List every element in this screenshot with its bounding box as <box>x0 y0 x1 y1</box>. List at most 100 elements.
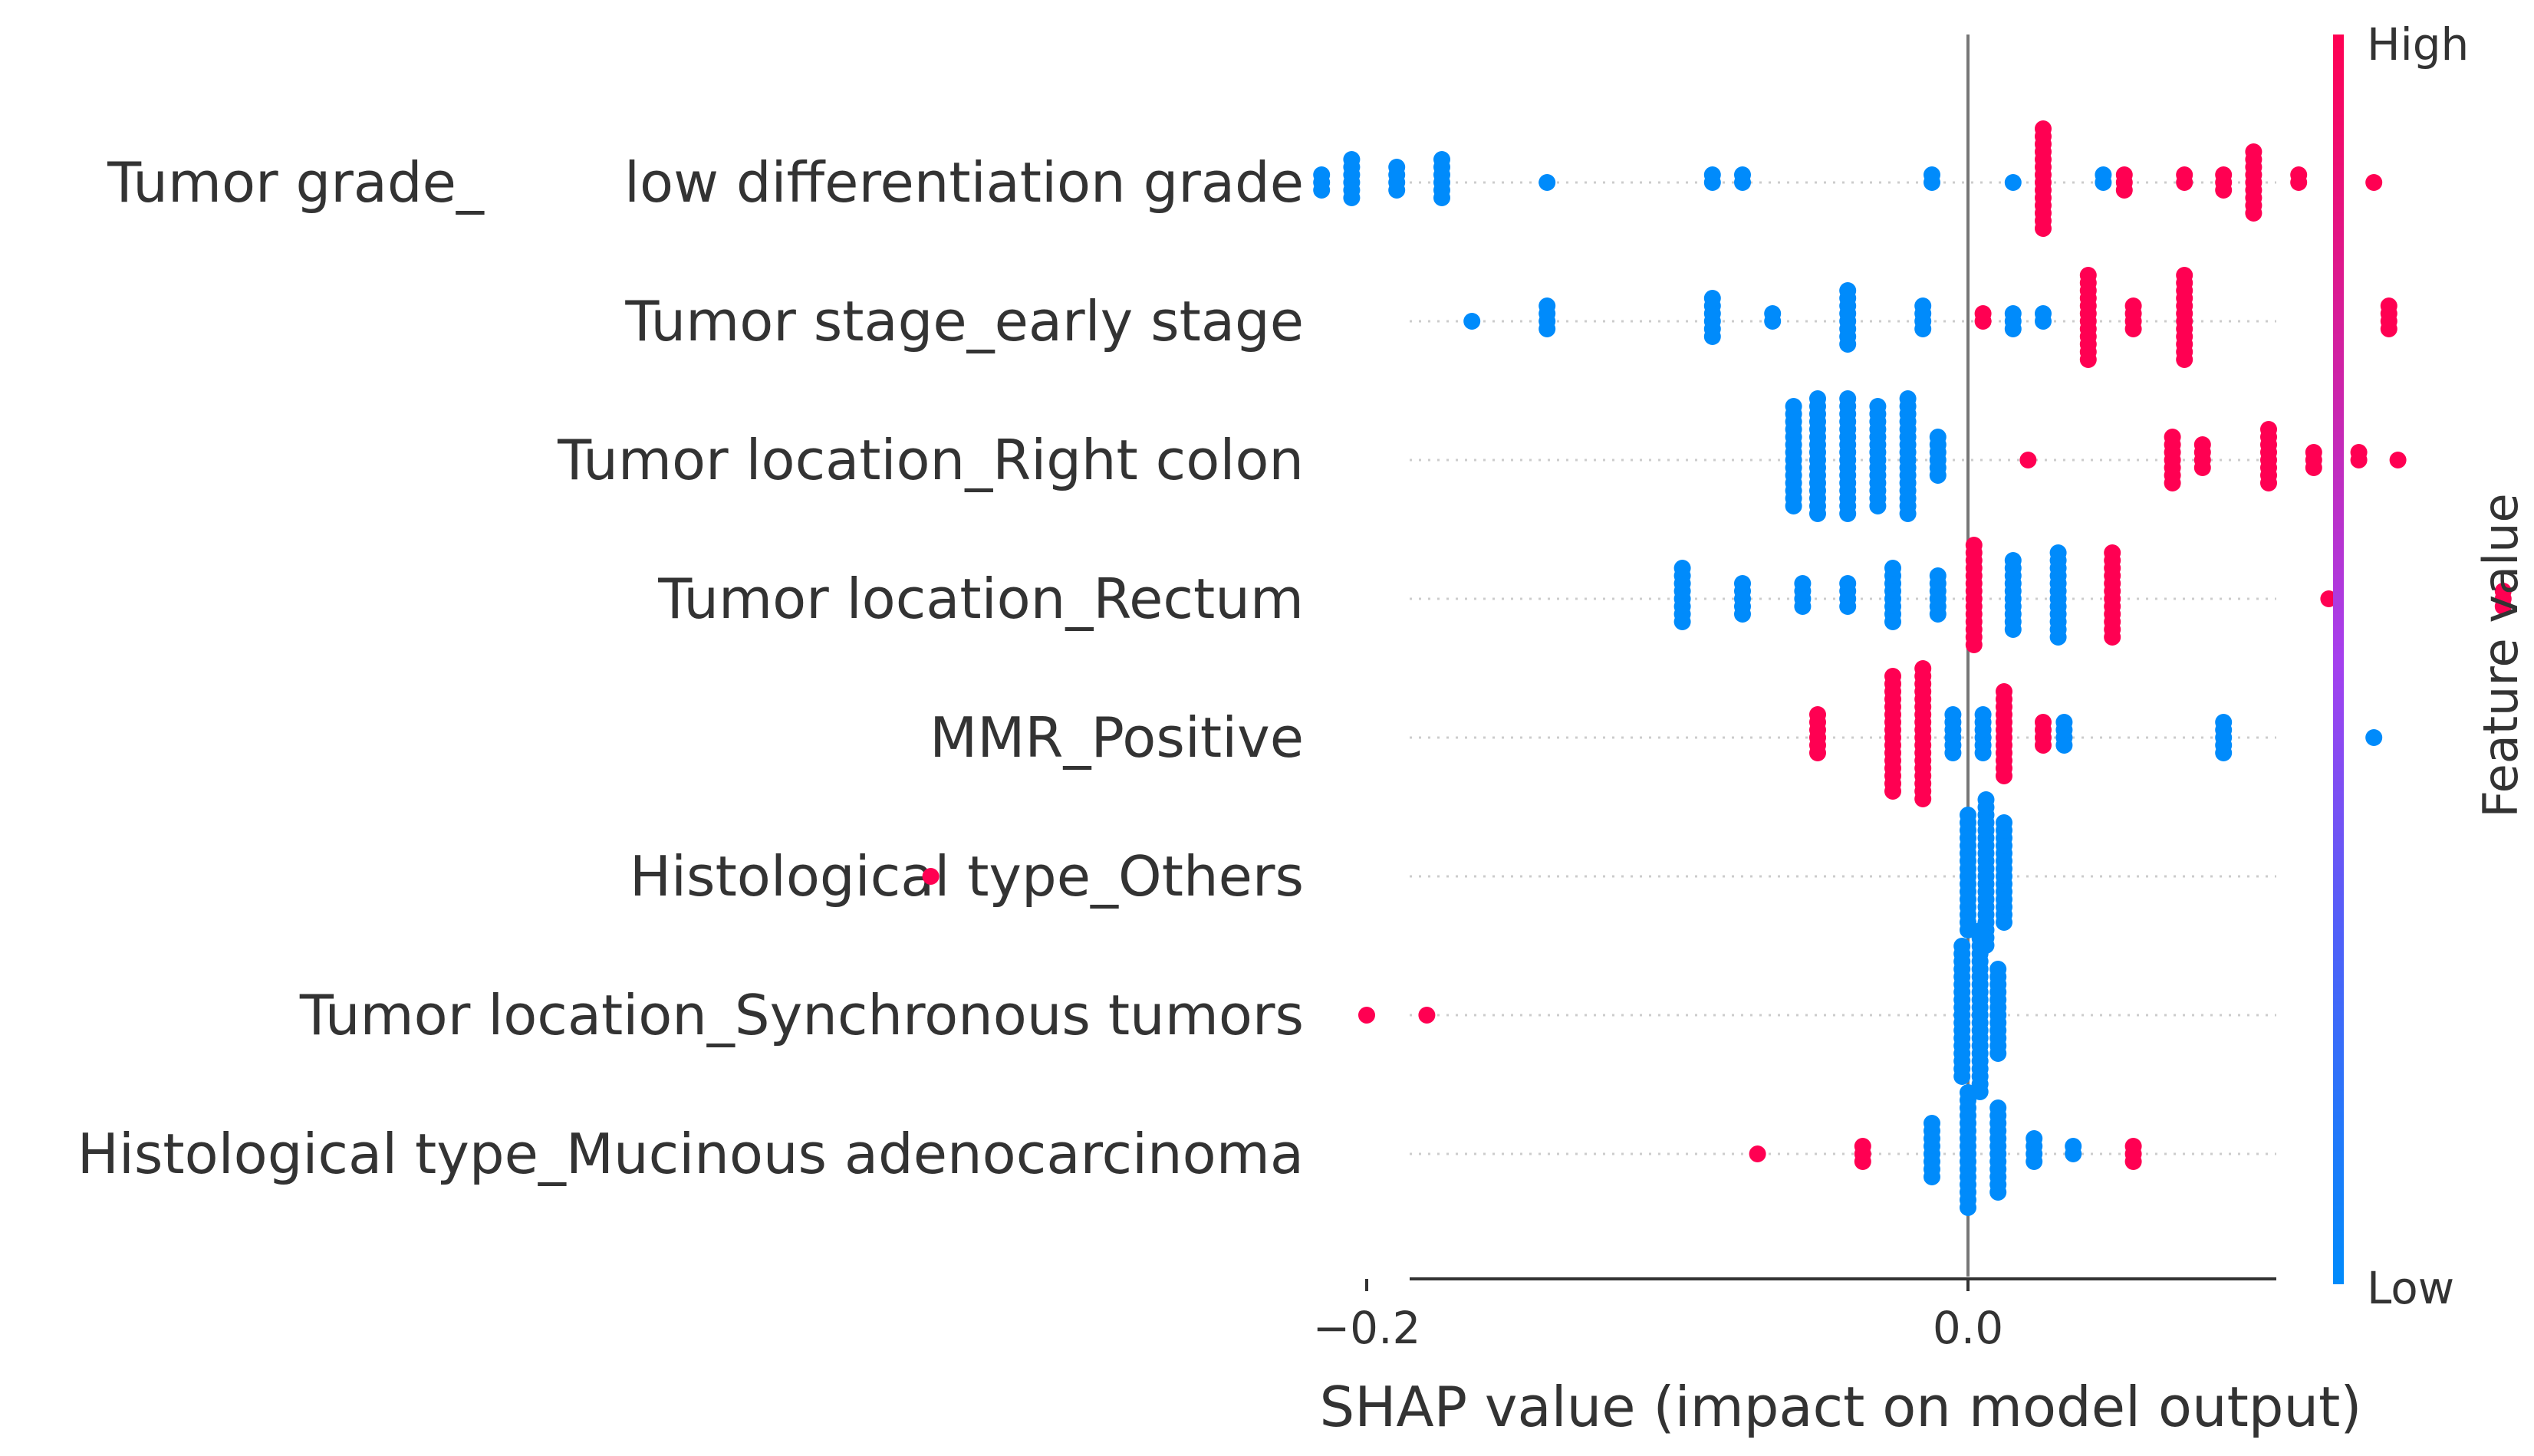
data-point <box>1899 390 1917 407</box>
data-point <box>2104 629 2121 646</box>
data-point <box>2124 297 2142 314</box>
data-point <box>2245 205 2262 222</box>
data-point <box>1944 706 1962 723</box>
data-point <box>1996 683 2012 700</box>
data-point <box>1785 498 1802 514</box>
data-point <box>2260 475 2277 491</box>
data-point <box>1749 1145 1766 1162</box>
data-point <box>2365 729 2383 746</box>
feature-label: Tumor location_Right colon <box>557 428 1304 492</box>
data-point <box>1538 297 1556 314</box>
data-point <box>1884 668 1901 685</box>
data-point <box>2019 452 2037 468</box>
data-point <box>1703 328 1721 345</box>
data-point <box>2079 351 2097 368</box>
data-point <box>1734 606 1751 623</box>
data-point <box>2176 351 2193 368</box>
data-point <box>2004 320 2022 337</box>
data-point <box>1960 1084 1976 1101</box>
data-point <box>2055 737 2073 754</box>
data-point <box>1996 914 2012 931</box>
data-point <box>1974 706 1992 723</box>
data-point <box>1785 398 1802 415</box>
feature-label: Tumor location_Synchronous tumors <box>299 983 1304 1047</box>
data-point <box>1809 706 1826 723</box>
data-point <box>1839 336 1857 353</box>
data-point <box>2115 182 2133 199</box>
data-point <box>1418 1007 1436 1024</box>
data-point <box>1884 560 1901 577</box>
data-point <box>1703 166 1721 183</box>
feature-label: Tumor grade_ low differentiation grade <box>107 150 1304 215</box>
data-point <box>1839 598 1857 615</box>
feature-label: Histological type_Others <box>630 844 1304 909</box>
feature-label: Tumor stage_early stage <box>624 289 1304 353</box>
data-point <box>2215 714 2233 731</box>
data-point <box>1971 922 1989 939</box>
data-point <box>2026 1130 2043 1147</box>
data-point <box>2124 320 2142 337</box>
data-point <box>1924 166 1940 183</box>
x-axis-ticks: −0.20.00.2 <box>1313 1279 2534 1354</box>
data-point <box>2035 737 2052 754</box>
data-point <box>1965 537 1983 554</box>
feature-label: MMR_Positive <box>930 705 1304 770</box>
data-point <box>1839 282 1857 299</box>
data-point <box>2494 598 2512 615</box>
data-point <box>1734 166 1751 183</box>
data-point <box>1839 575 1857 592</box>
data-point <box>1854 1153 1871 1170</box>
data-point <box>1989 961 2007 978</box>
data-point <box>2215 182 2233 199</box>
colorbar-high-label: High <box>2367 18 2469 71</box>
data-point <box>2115 166 2133 183</box>
data-point <box>1673 560 1691 577</box>
data-point <box>1839 505 1857 522</box>
data-point <box>2193 436 2211 453</box>
data-point <box>1794 598 1812 615</box>
feature-label: Tumor location_Rectum <box>657 567 1304 631</box>
data-point <box>1989 1099 2007 1116</box>
data-point <box>1794 575 1812 592</box>
data-point <box>1463 313 1481 330</box>
data-point <box>2389 452 2407 468</box>
data-point <box>2124 1153 2142 1170</box>
data-point <box>2035 714 2052 731</box>
data-point <box>2215 166 2233 183</box>
data-point <box>2055 714 2073 731</box>
data-point <box>1929 606 1947 623</box>
data-point <box>1538 174 1556 191</box>
data-point <box>1924 1115 1940 1132</box>
data-point <box>1953 1068 1971 1085</box>
data-point <box>2494 583 2512 600</box>
data-point <box>1974 744 1992 761</box>
data-point <box>1538 320 1556 337</box>
data-point <box>2193 459 2211 476</box>
data-point <box>2035 120 2052 137</box>
x-axis-title: SHAP value (impact on model output) <box>1320 1375 2362 1439</box>
data-point <box>2176 267 2193 284</box>
data-point <box>2026 1153 2043 1170</box>
data-point <box>2305 459 2322 476</box>
data-point <box>1388 159 1406 176</box>
colorbar-low-label: Low <box>2367 1262 2454 1314</box>
data-point <box>1734 575 1751 592</box>
data-point <box>1869 498 1887 514</box>
data-point <box>2035 220 2052 237</box>
x-tick-label: 0.0 <box>1933 1302 2003 1354</box>
data-point <box>1433 189 1450 206</box>
data-points <box>922 120 2512 1216</box>
x-tick-label: −0.2 <box>1313 1302 1421 1354</box>
data-point <box>1313 166 1331 183</box>
data-point <box>1971 1083 1989 1100</box>
data-point <box>1809 744 1826 761</box>
data-point <box>1960 1199 1976 1216</box>
data-point <box>1914 320 1932 337</box>
data-point <box>1960 807 1976 823</box>
data-point <box>2049 544 2067 561</box>
feature-labels: Tumor grade_ low differentiation grade Tu… <box>77 150 1304 1186</box>
data-point <box>2164 475 2181 491</box>
data-point <box>1929 467 1947 484</box>
data-point <box>1388 182 1406 199</box>
